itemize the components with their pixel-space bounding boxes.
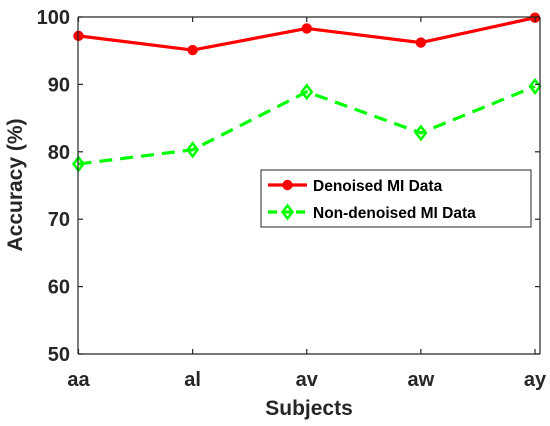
- x-axis-label: Subjects: [265, 397, 353, 420]
- x-tick-label: al: [184, 369, 201, 391]
- y-tick-label: 90: [48, 74, 70, 96]
- x-tick-label: aa: [67, 369, 90, 391]
- data-point: [300, 83, 314, 101]
- y-tick-label: 50: [48, 344, 70, 366]
- legend-label-denoised: Denoised MI Data: [313, 178, 443, 195]
- data-point: [186, 141, 200, 159]
- legend-label-non-denoised: Non-denoised MI Data: [313, 205, 476, 222]
- legend-box: [260, 169, 532, 228]
- x-tick-label: av: [296, 369, 319, 391]
- x-tick-label: aw: [408, 369, 435, 391]
- x-tick-label: ay: [524, 369, 547, 391]
- y-axis-label: Accuracy (%): [4, 118, 27, 251]
- axes-frame: [77, 16, 541, 355]
- tick-layer: 50 60 70 80 90 100 aa al av aw ay: [37, 7, 547, 391]
- legend-marker-non-denoised: [280, 203, 295, 221]
- data-point: [414, 124, 428, 142]
- legend: Denoised MI Data Non-denoised MI Data: [260, 169, 532, 228]
- series-line-1: [78, 84, 536, 166]
- data-point: [415, 37, 427, 48]
- legend-marker-denoised: [282, 179, 293, 191]
- y-tick-label: 70: [48, 209, 70, 231]
- data-point: [187, 44, 198, 56]
- y-tick-label: 100: [37, 7, 70, 29]
- data-point: [301, 23, 312, 34]
- y-tick-label: 60: [48, 277, 70, 299]
- y-tick-label: 80: [48, 142, 70, 164]
